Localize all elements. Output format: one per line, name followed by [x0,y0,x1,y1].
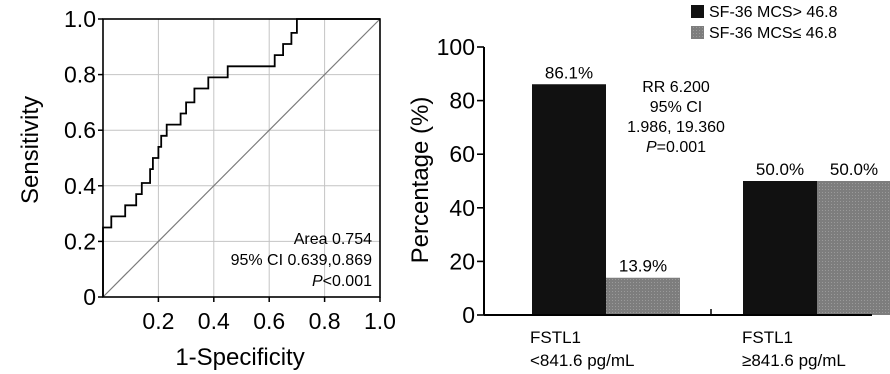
bar-annotation-p: P=0.001 [646,139,706,156]
roc-plot-frame [102,18,381,298]
bar-chart: 0 20 40 60 80 100 86.1% 50.0% 13.9% 50.0% Percen… [407,4,890,370]
legend-swatch-2 [691,26,704,39]
legend-label-1: SF-36 MCS> 46.8 [709,4,838,21]
bar-annotation-ci-range: 1.986, 19.360 [627,119,725,136]
roc-x-tick-label-3: 0.6 [253,308,285,334]
roc-y-tick-label-6: 1.0 [64,6,96,32]
bar-y-tick-label-2: 20 [449,248,475,274]
roc-y-ticks: 0 0.2 0.4 0.6 0.8 1.0 [64,6,103,310]
roc-x-tick-label-2: 0.4 [198,308,230,334]
roc-y-tick-label-3: 0.4 [64,173,96,199]
legend-swatch-1 [691,5,704,18]
roc-x-axis-label: 1-Specificity [175,344,304,371]
roc-annotation-area: Area 0.754 [294,231,372,248]
bar-y-tick-label-5: 80 [449,88,475,114]
bar-series-1-category-1 [532,84,606,315]
roc-annotation-p: P<0.001 [312,273,372,290]
bar-y-tick-label-4: 60 [449,141,475,167]
bar-value-label-1-2: 50.0% [756,160,804,179]
roc-x-tick-label-4: 0.8 [309,308,341,334]
roc-curve [102,18,380,297]
bar-y-tick-label-6: 100 [437,34,475,60]
roc-y-axis-label: Sensitivity [17,96,44,204]
bar-y-tick-label-3: 40 [449,195,475,221]
bar-value-label-2-1: 13.9% [619,257,667,276]
bar-value-label-2-2: 50.0% [830,160,878,179]
roc-chart: 0 0.2 0.4 0.6 0.8 1.0 0.2 0.4 0.6 0.8 1.0 Sensiti… [17,6,396,371]
bar-category-2-line-2: ≥841.6 pg/mL [742,351,846,370]
bar-series-2-category-1 [606,277,680,315]
bar-series-1-category-2 [743,181,817,315]
bar-value-label-1-1: 86.1% [545,63,593,82]
roc-x-tick-label-5: 1.0 [364,308,396,334]
legend: SF-36 MCS> 46.8 SF-36 MCS≤ 46.8 [691,4,838,42]
bar-annotation-rr: RR 6.200 [642,79,710,96]
bar-category-1-line-2: <841.6 pg/mL [530,351,634,370]
roc-annotation-ci: 95% CI 0.639,0.869 [231,252,373,269]
roc-y-tick-label-2: 0.2 [64,228,96,254]
roc-x-tick-label-1: 0.2 [142,308,174,334]
bar-series: 86.1% 50.0% 13.9% 50.0% [532,63,890,315]
roc-reference-diagonal [102,18,381,298]
roc-y-tick-label-4: 0.6 [64,117,96,143]
roc-x-ticks: 0.2 0.4 0.6 0.8 1.0 [142,297,396,334]
bar-series-2-category-2 [817,181,890,315]
bar-y-axis-label: Percentage (%) [407,97,434,264]
bar-category-2-line-1: FSTL1 [742,328,793,347]
bar-axes [483,47,872,316]
roc-y-tick-label-1: 0 [83,284,96,310]
bar-y-tick-label-1: 0 [462,302,475,328]
bar-annotation-ci-label: 95% CI [650,99,702,116]
roc-y-tick-label-5: 0.8 [64,62,96,88]
legend-label-2: SF-36 MCS≤ 46.8 [709,25,837,42]
bar-category-1-line-1: FSTL1 [530,328,581,347]
bar-y-ticks: 0 20 40 60 80 100 [437,34,484,328]
